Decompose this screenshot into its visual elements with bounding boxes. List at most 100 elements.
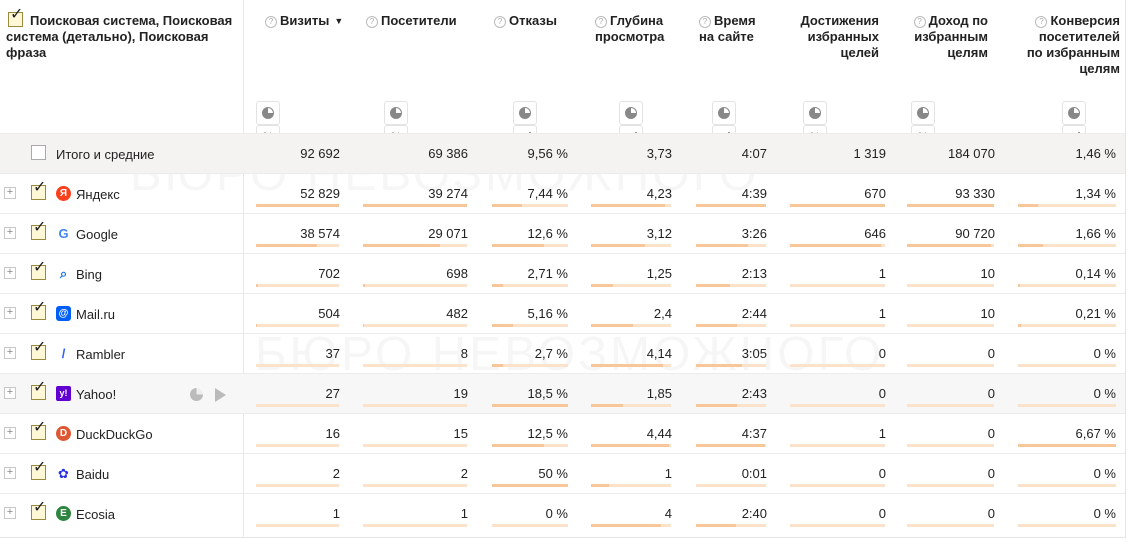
select-all-checkbox[interactable]: ✓ bbox=[8, 7, 23, 27]
cell-goals: 0 bbox=[878, 386, 886, 401]
column-title-visits[interactable]: ? Визиты ▼ bbox=[265, 13, 355, 29]
value-bar-fill bbox=[696, 204, 766, 207]
pie-chart-view-button[interactable] bbox=[1062, 101, 1086, 125]
column-title-goals[interactable]: Достижения избранных целей bbox=[789, 13, 879, 61]
row-label[interactable]: Яндекс bbox=[76, 187, 120, 202]
pie-chart-view-button[interactable] bbox=[911, 101, 935, 125]
row-checkbox[interactable]: ✓ bbox=[31, 220, 46, 240]
value-bar bbox=[790, 524, 885, 527]
sort-desc-icon[interactable]: ▼ bbox=[334, 16, 344, 26]
row-checkbox[interactable]: ✓ bbox=[31, 300, 46, 320]
column-title-revenue[interactable]: ? Доход по избранным целям bbox=[908, 13, 988, 61]
table-row[interactable]: + ✓ y! Yahoo! 27 19 18,5 % 1,85 2:43 0 0 0 % bbox=[0, 373, 1125, 413]
cell-visitors: 69 386 bbox=[428, 146, 468, 161]
expand-row-button[interactable]: + bbox=[4, 507, 16, 519]
column-title-bounces[interactable]: ? Отказы bbox=[494, 13, 569, 29]
help-icon[interactable]: ? bbox=[265, 16, 277, 28]
pie-chart-view-button[interactable] bbox=[513, 101, 537, 125]
cell-revenue: 93 330 bbox=[955, 186, 995, 201]
cell-visits: 2 bbox=[332, 466, 340, 481]
expand-row-button[interactable]: + bbox=[4, 427, 16, 439]
help-icon[interactable]: ? bbox=[1035, 16, 1048, 28]
table-header: ✓ Поисковая система, Поисковая система (… bbox=[0, 0, 1125, 173]
help-icon[interactable]: ? bbox=[913, 16, 926, 28]
cell-depth: 4,23 bbox=[646, 186, 672, 201]
row-label[interactable]: Rambler bbox=[76, 347, 126, 362]
row-checkbox[interactable]: ✓ bbox=[31, 180, 46, 200]
cell-goals: 1 319 bbox=[853, 146, 886, 161]
table-row[interactable]: + ✓ G Google 38 574 29 071 12,6 % 3,12 3:26 646 90… bbox=[0, 213, 1125, 253]
help-icon[interactable]: ? bbox=[595, 16, 607, 28]
value-bar bbox=[907, 284, 994, 287]
value-bar-fill bbox=[256, 204, 339, 207]
expand-row-button[interactable]: + bbox=[4, 347, 16, 359]
cell-goals: 0 bbox=[878, 506, 886, 521]
row-checkbox[interactable]: ✓ bbox=[31, 260, 46, 280]
row-label[interactable]: Yahoo! bbox=[76, 387, 117, 402]
row-checkbox[interactable]: ✓ bbox=[31, 420, 46, 440]
column-title-depth[interactable]: ? Глубина просмотра bbox=[595, 13, 675, 45]
table-row[interactable]: + ✓ ✿ Baidu 2 2 50 % 1 0:01 0 0 0 % bbox=[0, 453, 1125, 493]
dimension-title[interactable]: Поисковая система, Поисковая система (де… bbox=[6, 13, 233, 60]
row-label[interactable]: Google bbox=[76, 227, 118, 242]
table-row[interactable]: + ✓ @ Mail.ru 504 482 5,16 % 2,4 2:44 1 10 0,21 % bbox=[0, 293, 1125, 333]
row-checkbox[interactable]: ✓ bbox=[31, 460, 46, 480]
row-tools bbox=[190, 386, 226, 402]
cell-goals: 1 bbox=[878, 306, 886, 321]
help-icon[interactable]: ? bbox=[699, 16, 711, 28]
value-bar-fill bbox=[591, 284, 613, 287]
pie-chart-view-button[interactable] bbox=[619, 101, 643, 125]
expand-row-button[interactable]: + bbox=[4, 227, 16, 239]
checkmark-icon: ✓ bbox=[33, 499, 47, 516]
pie-chart-view-button[interactable] bbox=[803, 101, 827, 125]
pie-chart-view-button[interactable] bbox=[712, 101, 736, 125]
value-bar bbox=[696, 284, 766, 287]
column-title-conversion[interactable]: ? Конверсия посетителей по избранным целя… bbox=[1020, 13, 1120, 77]
expand-row-button[interactable]: + bbox=[4, 187, 16, 199]
row-label[interactable]: Mail.ru bbox=[76, 307, 116, 322]
row-label[interactable]: Bing bbox=[76, 267, 103, 282]
value-bar bbox=[1018, 364, 1116, 367]
column-title-visitors[interactable]: ? Посетители bbox=[366, 13, 466, 29]
table-row[interactable]: + ✓ E Ecosia 1 1 0 % 4 2:40 0 0 0 % bbox=[0, 493, 1125, 533]
row-label[interactable]: Ecosia bbox=[76, 507, 116, 522]
cell-time: 3:05 bbox=[741, 346, 767, 361]
pie-chart-view-button[interactable] bbox=[256, 101, 280, 125]
row-checkbox[interactable]: ✓ bbox=[31, 500, 46, 520]
value-bar bbox=[907, 244, 994, 247]
row-pie-chart-icon[interactable] bbox=[190, 388, 203, 402]
pie-chart-icon bbox=[625, 107, 637, 119]
row-play-icon[interactable] bbox=[215, 387, 226, 402]
table-row[interactable]: + ✓ / Rambler 37 8 2,7 % 4,14 3:05 0 0 0 % bbox=[0, 333, 1125, 373]
value-bar bbox=[696, 524, 766, 527]
cell-time: 2:44 bbox=[741, 306, 767, 321]
value-bar bbox=[363, 244, 467, 247]
totals-row[interactable]: Итого и средние 92 692 69 386 9,56 % 3,73 4:0… bbox=[0, 133, 1125, 173]
row-checkbox[interactable]: ✓ bbox=[31, 380, 46, 400]
help-icon[interactable]: ? bbox=[494, 16, 506, 28]
expand-row-button[interactable]: + bbox=[4, 307, 16, 319]
expand-row-button[interactable]: + bbox=[4, 467, 16, 479]
row-label[interactable]: DuckDuckGo bbox=[76, 427, 153, 442]
expand-row-button[interactable]: + bbox=[4, 267, 16, 279]
value-bar-fill bbox=[363, 324, 364, 327]
table-row[interactable]: + ✓ ⌕ Bing 702 698 2,71 % 1,25 2:13 1 10 0,14 % bbox=[0, 253, 1125, 293]
cell-depth: 1,25 bbox=[646, 266, 672, 281]
cell-goals: 1 bbox=[878, 266, 886, 281]
value-bar bbox=[907, 204, 994, 207]
table-row[interactable]: + ✓ D DuckDuckGo 16 15 12,5 % 4,44 4:37 1 0 6,67 % bbox=[0, 413, 1125, 453]
dimension-header[interactable]: ✓ Поисковая система, Поисковая система (… bbox=[0, 0, 244, 133]
column-title-time[interactable]: ? Время на сайте bbox=[699, 13, 769, 45]
pie-chart-icon bbox=[917, 107, 929, 119]
cell-depth: 1,85 bbox=[646, 386, 672, 401]
pie-chart-view-button[interactable] bbox=[384, 101, 408, 125]
help-icon[interactable]: ? bbox=[366, 16, 378, 28]
row-label[interactable]: Baidu bbox=[76, 467, 110, 482]
row-checkbox[interactable]: ✓ bbox=[31, 340, 46, 360]
checkmark-icon: ✓ bbox=[33, 339, 47, 356]
row-checkbox[interactable] bbox=[31, 145, 46, 160]
value-bar bbox=[1018, 404, 1116, 407]
expand-row-button[interactable]: + bbox=[4, 387, 16, 399]
table-row[interactable]: + ✓ Я Яндекс 52 829 39 274 7,44 % 4,23 4:39 670 93… bbox=[0, 173, 1125, 213]
ecosia-icon: E bbox=[56, 506, 71, 521]
